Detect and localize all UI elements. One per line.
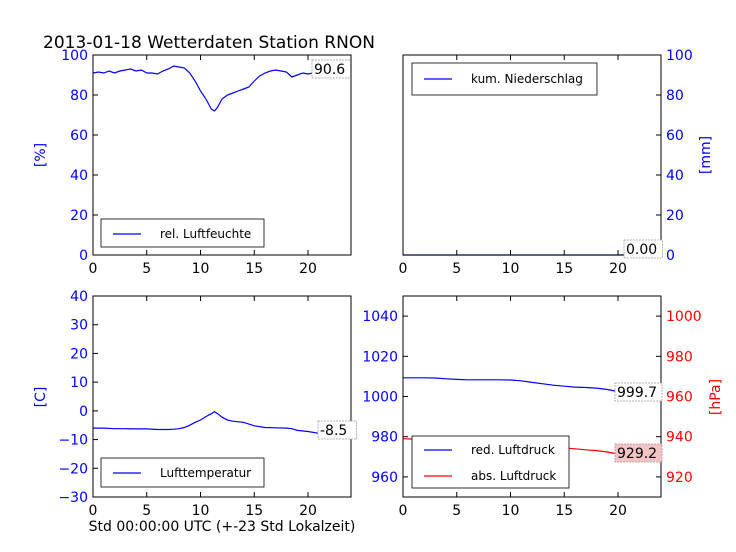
y-tick-label: 980 xyxy=(666,349,693,365)
y-tick-label: 1000 xyxy=(666,309,702,325)
y-tick-label: 0 xyxy=(666,248,675,264)
humidity-line xyxy=(92,65,352,112)
y-tick-label: 920 xyxy=(666,470,693,486)
y-tick-label: 10 xyxy=(70,375,88,391)
last-value-humidity: 90.6 xyxy=(314,62,345,78)
last-value-humidity-box xyxy=(311,59,351,79)
temperature-line xyxy=(93,410,352,436)
y-tick-label: 80 xyxy=(666,88,684,104)
y-tick-label: 0 xyxy=(79,248,88,264)
y-tick-label: 40 xyxy=(666,168,684,184)
precipitation-chart: 0 5 10 15 20 0 20 40 60 80 100 [mm] kum. Niederschla… xyxy=(399,48,714,277)
x-tick-label: 20 xyxy=(299,503,317,519)
y-tick-label: 940 xyxy=(666,430,693,446)
x-tick-label: 10 xyxy=(502,261,520,277)
last-value-temperature-box xyxy=(317,420,357,440)
last-value-red-pressure: 999.7 xyxy=(617,385,657,401)
y-tick-label: 960 xyxy=(371,470,398,486)
legend-label: kum. Niederschlag xyxy=(471,72,583,86)
x-tick-label: 10 xyxy=(192,261,210,277)
legend-box xyxy=(411,435,570,489)
x-tick-label: 0 xyxy=(89,261,98,277)
figure-title: 2013-01-18 Wetterdaten Station RNON xyxy=(43,33,375,53)
legend-label: Lufttemperatur xyxy=(160,466,251,480)
y-tick-label: 20 xyxy=(70,346,88,362)
last-value-precipitation: 0.00 xyxy=(626,242,657,258)
x-tick-label: 0 xyxy=(399,503,408,519)
y-tick-label: 1040 xyxy=(362,309,398,325)
x-tick-label: 5 xyxy=(142,503,151,519)
y-tick-label: 20 xyxy=(70,208,88,224)
legend-label: rel. Luftfeuchte xyxy=(160,227,251,241)
y-tick-label: 40 xyxy=(70,289,88,305)
last-value-abs-pressure-box xyxy=(614,443,663,463)
temperature-chart: 0 5 10 15 20 −30 −20 −10 0 10 20 30 40 [C] Lufttempera… xyxy=(33,289,357,519)
x-tick-label: 5 xyxy=(452,261,461,277)
last-value-red-pressure-box xyxy=(614,382,663,402)
x-tick-label: 15 xyxy=(245,261,263,277)
y-tick-label: 60 xyxy=(70,128,88,144)
y-tick-label: −30 xyxy=(58,490,88,506)
y-tick-label: 1020 xyxy=(362,349,398,365)
x-tick-label: 0 xyxy=(399,261,408,277)
legend-label: red. Luftdruck xyxy=(471,443,555,457)
last-value-precipitation-box xyxy=(623,239,663,259)
y-tick-label: 960 xyxy=(666,390,693,406)
x-tick-label: 20 xyxy=(609,261,627,277)
legend-box xyxy=(100,218,265,248)
x-tick-label: 5 xyxy=(452,503,461,519)
y-axis-label: [hPa] xyxy=(708,379,724,415)
y-tick-label: 20 xyxy=(666,208,684,224)
y-tick-label: 0 xyxy=(79,404,88,420)
x-tick-label: 15 xyxy=(555,261,573,277)
y-tick-label: 60 xyxy=(666,128,684,144)
x-tick-label: 15 xyxy=(555,503,573,519)
y-tick-label: −10 xyxy=(58,433,88,449)
x-tick-label: 5 xyxy=(142,261,151,277)
y-tick-label: 30 xyxy=(70,318,88,334)
plot-frame xyxy=(92,54,352,256)
x-tick-label: 0 xyxy=(89,503,98,519)
x-tick-label: 20 xyxy=(609,503,627,519)
figure-xlabel: Std 00:00:00 UTC (+-23 Std Lokalzeit) xyxy=(89,519,356,535)
plot-frame xyxy=(402,54,662,256)
last-value-abs-pressure: 929.2 xyxy=(617,446,657,462)
x-tick-label: 20 xyxy=(299,261,317,277)
humidity-chart: 0 5 10 15 20 0 20 40 60 80 100 [%] rel. Luftfeuchte 9… xyxy=(33,48,352,277)
y-axis-label: [%] xyxy=(33,143,49,167)
x-tick-label: 10 xyxy=(502,503,520,519)
last-value-temperature: -8.5 xyxy=(320,423,347,439)
plot-frame xyxy=(92,295,352,498)
y-tick-label: 100 xyxy=(61,48,88,64)
y-tick-label: 1000 xyxy=(362,390,398,406)
y-tick-label: 80 xyxy=(70,88,88,104)
x-tick-label: 15 xyxy=(245,503,263,519)
pressure-chart: 0 5 10 15 20 960 980 1000 1020 1040 920 940 960 980 10… xyxy=(362,295,724,519)
y-tick-label: −20 xyxy=(58,461,88,477)
y-tick-label: 40 xyxy=(70,168,88,184)
y-tick-label: 100 xyxy=(666,48,693,64)
y-tick-label: 980 xyxy=(371,430,398,446)
y-axis-label: [mm] xyxy=(698,136,714,174)
legend-label: abs. Luftdruck xyxy=(471,469,556,483)
x-tick-label: 10 xyxy=(192,503,210,519)
y-axis-label: [C] xyxy=(33,387,49,408)
